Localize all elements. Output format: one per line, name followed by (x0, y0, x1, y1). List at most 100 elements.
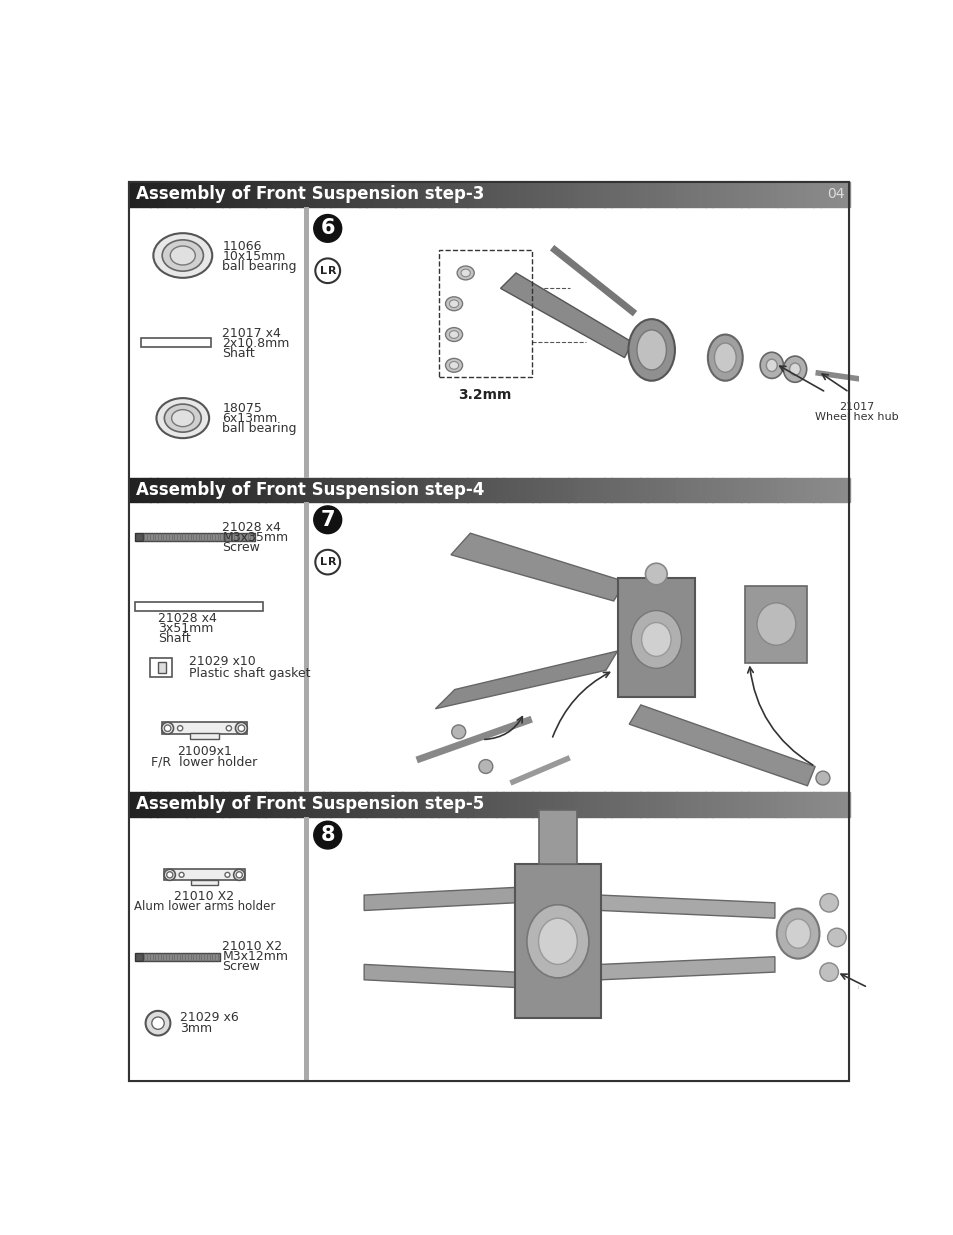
Bar (515, 864, 599, 1019)
Ellipse shape (449, 331, 458, 338)
Bar (431, 792, 438, 816)
Bar (438, 249, 531, 377)
Circle shape (167, 872, 172, 878)
Bar (517, 478, 525, 503)
Bar (474, 478, 481, 503)
Bar (827, 792, 835, 816)
Circle shape (889, 987, 906, 1004)
Text: 6x13mm: 6x13mm (222, 412, 277, 425)
Bar (603, 478, 611, 503)
Bar (798, 478, 805, 503)
Bar (244, 182, 252, 206)
Bar (777, 792, 784, 816)
Bar (330, 792, 337, 816)
Bar (230, 792, 236, 816)
Ellipse shape (449, 300, 458, 308)
Bar (129, 478, 136, 503)
Bar (388, 182, 395, 206)
Bar (459, 478, 467, 503)
Circle shape (161, 722, 173, 734)
Ellipse shape (153, 233, 212, 278)
Bar (200, 792, 208, 816)
Bar (208, 478, 215, 503)
Bar (193, 182, 201, 206)
Text: 21029 x6: 21029 x6 (179, 1010, 238, 1024)
Circle shape (164, 725, 171, 731)
Circle shape (878, 1014, 887, 1023)
Bar (165, 182, 172, 206)
Bar (380, 478, 388, 503)
Bar (820, 792, 827, 816)
Bar (582, 478, 590, 503)
Bar (438, 182, 446, 206)
Bar (445, 478, 453, 503)
Bar (625, 478, 633, 503)
Bar (676, 182, 683, 206)
Bar (150, 182, 157, 206)
Bar (165, 478, 172, 503)
Bar (481, 792, 489, 816)
Bar (575, 478, 582, 503)
Text: 7: 7 (320, 510, 335, 530)
Bar (416, 182, 424, 206)
Text: Assembly of Front Suspension step-5: Assembly of Front Suspension step-5 (136, 795, 484, 813)
Bar (251, 478, 258, 503)
Bar (560, 182, 568, 206)
Bar (214, 182, 222, 206)
Text: Screw: Screw (222, 961, 260, 973)
Bar (740, 792, 748, 816)
Text: L: L (319, 557, 326, 567)
Bar (647, 182, 655, 206)
Polygon shape (364, 965, 515, 988)
Circle shape (819, 894, 838, 911)
Bar (445, 792, 453, 816)
Bar (812, 478, 820, 503)
Bar (129, 792, 136, 816)
Bar (762, 478, 770, 503)
Bar (589, 792, 597, 816)
Circle shape (315, 258, 340, 283)
Ellipse shape (707, 335, 742, 380)
Bar (798, 792, 805, 816)
Bar (777, 478, 784, 503)
Bar (323, 792, 331, 816)
Bar (726, 792, 734, 816)
Bar (654, 792, 661, 816)
Bar (172, 792, 179, 816)
Bar (157, 792, 165, 816)
Bar (820, 478, 827, 503)
Bar (352, 182, 359, 206)
Bar (698, 478, 705, 503)
Ellipse shape (785, 919, 810, 948)
Bar (654, 182, 661, 206)
Ellipse shape (445, 296, 462, 311)
Ellipse shape (641, 622, 670, 656)
Text: 21028 x4: 21028 x4 (222, 521, 281, 534)
Bar (186, 478, 193, 503)
Bar (740, 478, 748, 503)
Bar (783, 478, 791, 503)
Bar (762, 792, 770, 816)
Text: 04: 04 (826, 188, 843, 201)
Bar (258, 792, 266, 816)
Bar (352, 792, 359, 816)
Bar (134, 534, 143, 541)
Text: 10x15mm: 10x15mm (222, 249, 285, 263)
Bar (309, 816, 848, 1082)
Bar (395, 478, 402, 503)
Circle shape (905, 998, 922, 1015)
Bar (315, 182, 323, 206)
Circle shape (179, 872, 184, 877)
Bar (431, 478, 438, 503)
Ellipse shape (445, 358, 462, 372)
Bar (380, 792, 388, 816)
Bar (589, 182, 597, 206)
Bar (639, 182, 647, 206)
Bar (304, 816, 309, 1082)
Bar (309, 792, 316, 816)
Bar (265, 182, 273, 206)
Bar (820, 182, 827, 206)
Bar (488, 182, 496, 206)
Bar (698, 182, 705, 206)
Bar (301, 792, 309, 816)
